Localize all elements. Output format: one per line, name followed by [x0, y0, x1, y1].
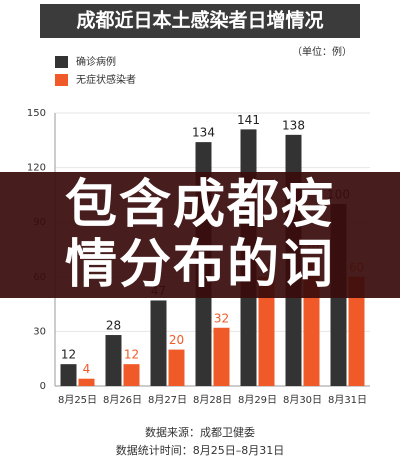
legend-label: 无症状感染者 — [76, 73, 136, 86]
bar — [213, 327, 230, 386]
y-tick-label: 0 — [40, 381, 46, 392]
bar — [60, 364, 77, 386]
x-tick-label: 8月26日 — [103, 394, 142, 406]
value-label: 32 — [214, 311, 229, 325]
x-tick-label: 8月25日 — [58, 394, 97, 406]
unit: （单位：例） — [292, 45, 352, 58]
x-tick-label: 8月28日 — [193, 394, 232, 406]
x-tick-label: 8月27日 — [148, 394, 187, 406]
value-label: 4 — [83, 362, 91, 376]
value-label: 20 — [169, 333, 184, 347]
bar — [258, 276, 275, 386]
period: 数据统计时间：8月25日–8月31日 — [116, 443, 285, 457]
chart-title: 成都近日本土感染者日增情况 — [76, 9, 323, 32]
legend-swatch — [55, 74, 68, 86]
x-tick-label: 8月29日 — [238, 394, 277, 406]
value-label: 12 — [124, 348, 139, 362]
value-label: 12 — [61, 348, 76, 362]
overlay-banner: 包含成都疫情分布的词 — [0, 172, 400, 298]
value-label: 138 — [282, 118, 305, 132]
overlay-text: 包含成都疫情分布的词 — [64, 175, 335, 295]
value-label: 28 — [106, 319, 121, 333]
y-tick-label: 30 — [33, 326, 46, 337]
source: 数据来源：成都卫健委 — [145, 425, 255, 439]
bar — [78, 378, 95, 386]
bar — [123, 364, 140, 386]
title-box — [40, 4, 360, 38]
value-label: 134 — [192, 126, 215, 140]
bar — [150, 300, 167, 386]
bar — [348, 276, 365, 386]
bar — [168, 349, 185, 386]
value-label: 141 — [237, 113, 260, 127]
x-tick-label: 8月31日 — [328, 394, 367, 406]
bar — [105, 335, 122, 386]
legend-label: 确诊病例 — [76, 55, 116, 68]
y-tick-label: 150 — [27, 108, 46, 119]
legend-swatch — [55, 56, 68, 68]
x-tick-label: 8月30日 — [283, 394, 322, 406]
y-tick-label: 120 — [27, 163, 46, 174]
